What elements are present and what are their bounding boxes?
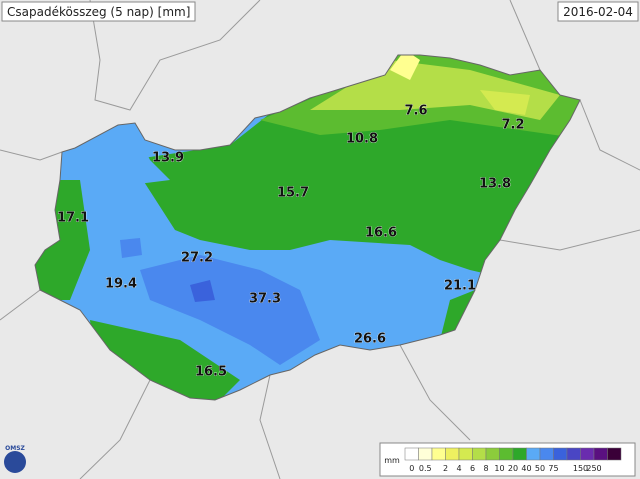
legend-swatch	[499, 447, 514, 461]
legend-swatch	[553, 447, 568, 461]
legend-swatch	[593, 447, 608, 461]
legend-unit: mm	[384, 456, 400, 465]
value-label: 13.9	[152, 151, 184, 166]
date: 2016-02-04	[563, 5, 633, 19]
legend-swatch	[566, 447, 581, 461]
legend-label: 4	[456, 464, 461, 473]
value-label: 17.1	[57, 211, 89, 226]
value-label: 21.1	[444, 279, 476, 294]
legend-label: 8	[483, 464, 488, 473]
value-label: 26.6	[354, 332, 386, 347]
legend-label: 40	[521, 464, 531, 473]
logo: OMSZ	[4, 445, 26, 473]
legend-swatch	[607, 447, 622, 461]
date-box	[557, 1, 639, 22]
value-label: 13.8	[479, 177, 511, 192]
legend-label: 250	[586, 464, 601, 473]
legend-swatch	[404, 447, 419, 461]
value-label: 7.6	[404, 104, 427, 119]
legend-label: 2	[443, 464, 448, 473]
legend-label: 50	[535, 464, 545, 473]
legend-swatch	[458, 447, 473, 461]
legend-swatch	[580, 447, 595, 461]
legend-swatch	[445, 447, 460, 461]
value-label: 15.7	[277, 186, 309, 201]
legend-label: 10	[494, 464, 504, 473]
value-label: 7.2	[501, 118, 524, 133]
legend-swatch	[418, 447, 433, 461]
value-label: 10.8	[346, 132, 378, 147]
station-labels: 13.9 17.1 19.4 27.2 37.3 16.5 15.7 10.8 …	[57, 103, 525, 380]
title: Csapadékösszeg (5 nap) [mm]	[7, 5, 190, 19]
legend-swatch	[526, 447, 541, 461]
legend-label: 20	[508, 464, 518, 473]
legend-label: 150	[573, 464, 588, 473]
legend-swatch	[431, 447, 446, 461]
legend-label: 0	[409, 464, 414, 473]
legend-swatch	[539, 447, 554, 461]
legend-label: 0.5	[419, 464, 432, 473]
title-box	[1, 1, 196, 22]
legend-label: 6	[470, 464, 475, 473]
value-label: 19.4	[105, 277, 137, 292]
value-label: 16.6	[365, 226, 397, 241]
value-label: 27.2	[181, 251, 213, 266]
legend-swatch	[472, 447, 487, 461]
value-label: 16.5	[195, 365, 227, 380]
legend-swatch	[512, 447, 527, 461]
logo-text: OMSZ	[5, 445, 25, 452]
value-label: 37.3	[249, 292, 281, 307]
legend-label: 75	[548, 464, 558, 473]
legend-swatch	[485, 447, 500, 461]
